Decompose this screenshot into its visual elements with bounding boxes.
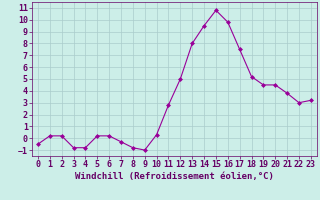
X-axis label: Windchill (Refroidissement éolien,°C): Windchill (Refroidissement éolien,°C) (75, 172, 274, 181)
